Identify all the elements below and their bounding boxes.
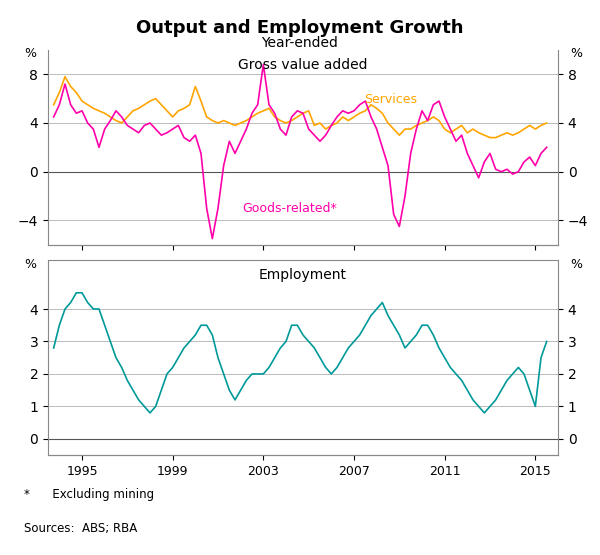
Text: Year-ended: Year-ended [262,36,338,50]
Text: Goods-related*: Goods-related* [242,202,337,215]
Text: Gross value added: Gross value added [238,58,368,72]
Y-axis label: %: % [24,258,36,271]
Text: Employment: Employment [259,268,347,282]
Text: *      Excluding mining: * Excluding mining [24,488,154,501]
Y-axis label: %: % [24,47,36,60]
Text: Output and Employment Growth: Output and Employment Growth [136,19,464,37]
Y-axis label: %: % [570,47,582,60]
Text: Services: Services [364,93,417,106]
Y-axis label: %: % [570,258,582,271]
Text: Sources:  ABS; RBA: Sources: ABS; RBA [24,522,137,534]
